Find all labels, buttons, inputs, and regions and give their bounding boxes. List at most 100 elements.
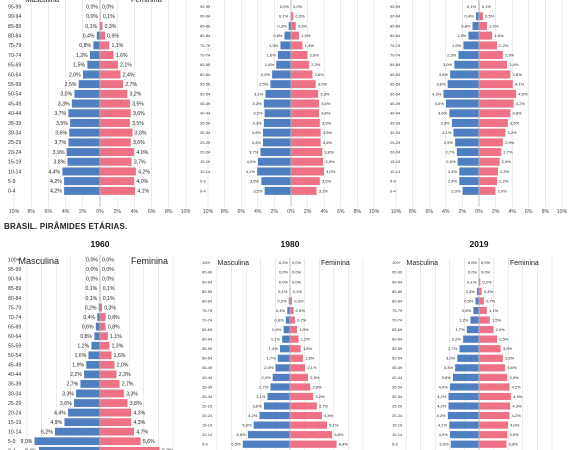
- bar-female: [290, 31, 300, 41]
- age-label: 15-19: [8, 420, 21, 426]
- age-label: 35-39: [8, 121, 21, 127]
- age-label: 75-79: [8, 43, 21, 49]
- bar-male: [263, 402, 291, 411]
- value-label-male: 3,3%: [58, 101, 70, 107]
- bar-male: [71, 99, 101, 108]
- value-label-female: 3,7%: [319, 403, 329, 408]
- bar-female: [290, 21, 297, 31]
- age-label: 40-44: [200, 111, 211, 116]
- value-label-male: 3,5%: [439, 72, 449, 77]
- value-label-female: 4,1%: [515, 82, 525, 87]
- value-label-female: 0,0%: [292, 270, 302, 275]
- value-label-male: 2,5%: [65, 82, 77, 88]
- value-label-male: 3,7%: [54, 111, 66, 117]
- value-label-male: 2,2%: [70, 372, 82, 378]
- value-label-male: 0,8%: [80, 334, 92, 340]
- bar-female: [289, 440, 337, 449]
- x-tick-label: 2%: [271, 209, 279, 215]
- value-label-female: 0,0%: [481, 270, 491, 275]
- value-label-female: 2,7%: [122, 382, 134, 388]
- bar-male: [286, 306, 291, 315]
- value-label-female: 4,3%: [133, 420, 145, 426]
- x-tick-label: 4%: [508, 209, 516, 215]
- value-label-female: 3,2%: [315, 394, 325, 399]
- bar-female: [99, 89, 128, 99]
- value-label-male: 4,0%: [435, 101, 445, 106]
- value-label-male: 3,6%: [438, 111, 448, 116]
- age-label: 50-54: [202, 356, 213, 361]
- bar-male: [92, 40, 101, 50]
- age-label: 10-14: [8, 429, 21, 435]
- value-label-female: 0,8%: [108, 324, 120, 330]
- bar-male: [457, 157, 480, 167]
- value-label-female: 0,2%: [482, 279, 492, 284]
- bar-female: [99, 446, 161, 450]
- x-tick-label: 4%: [254, 209, 262, 215]
- age-label: 80-84: [390, 33, 401, 38]
- bar-female: [99, 398, 128, 408]
- value-label-male: 0,1%: [85, 286, 97, 292]
- bar-male: [462, 186, 480, 196]
- age-label: 25-29: [392, 403, 403, 408]
- legend-female: Feminina: [131, 256, 168, 266]
- age-label: 55-59: [392, 346, 403, 351]
- bar-female: [99, 60, 119, 70]
- bar-female: [478, 440, 507, 449]
- bar-male: [472, 21, 480, 31]
- pyramid-chart-2: 0-4 3,2% 3,1% 5-9 3,6% 3,5% 10-14 4,1% 4,0% 15-19…: [200, 0, 380, 215]
- value-label-male: 0,4%: [465, 14, 475, 19]
- age-label: 35-39: [392, 384, 403, 389]
- value-label-male: 0,0%: [468, 260, 478, 265]
- value-label-male: 0,8%: [462, 308, 472, 313]
- pyramid-chart-1960: 0-4 8,4% 8,2% 5-9 9,0% 5,6% 10-14 6,2% 4,7% 15-19…: [8, 239, 174, 450]
- value-label-male: 4,0%: [439, 432, 449, 437]
- x-tick-label: 10%: [369, 209, 380, 215]
- age-label: 95-99: [200, 4, 211, 9]
- value-label-male: 4,1%: [438, 423, 448, 428]
- value-label-female: 3,6%: [507, 365, 517, 370]
- value-label-female: 0,0%: [292, 260, 302, 265]
- value-label-female: 3,0%: [503, 346, 513, 351]
- value-label-female: 0,1%: [293, 289, 303, 294]
- bar-female: [478, 354, 504, 363]
- bar-female: [99, 31, 106, 41]
- bar-female: [99, 40, 110, 50]
- age-label: 65-69: [390, 62, 401, 67]
- bar-female: [99, 389, 125, 398]
- value-label-male: 3,6%: [442, 375, 452, 380]
- value-label-female: 3,6%: [323, 140, 333, 145]
- age-label: 95-99: [8, 267, 21, 273]
- bar-female: [290, 157, 324, 167]
- value-label-female: 1,0%: [489, 23, 499, 28]
- value-label-male: 2,4%: [448, 169, 458, 174]
- x-tick-label: 0%: [287, 209, 295, 215]
- bar-female: [289, 306, 294, 315]
- bar-male: [458, 176, 480, 186]
- value-label-female: 3,5%: [322, 120, 332, 125]
- value-label-female: 3,8%: [325, 149, 335, 154]
- bar-male: [270, 382, 291, 391]
- value-label-male: 0,9%: [272, 327, 282, 332]
- bar-female: [478, 325, 494, 334]
- value-label-female: 0,4%: [484, 289, 494, 294]
- x-tick-label: 0%: [475, 209, 483, 215]
- x-tick-label: 0%: [96, 209, 104, 215]
- value-label-male: 0,0%: [279, 279, 289, 284]
- bar-female: [289, 354, 304, 363]
- bar-female: [289, 430, 333, 439]
- age-label: 90-94: [200, 14, 211, 19]
- bar-male: [34, 436, 101, 446]
- value-label-male: 2,0%: [264, 365, 274, 370]
- value-label-male: 2,2%: [452, 337, 462, 342]
- legend-male: Masculina: [25, 0, 60, 4]
- bar-female: [478, 306, 488, 315]
- age-label: 15-19: [202, 423, 213, 428]
- age-label: 35-39: [390, 120, 401, 125]
- value-label-female: 1,2%: [301, 337, 311, 342]
- bar-male: [64, 417, 101, 427]
- bar-male: [281, 335, 291, 344]
- value-label-male: 0,8%: [273, 33, 283, 38]
- bar-female: [99, 341, 110, 351]
- value-label-male: 1,7%: [455, 327, 465, 332]
- bar-male: [61, 167, 101, 176]
